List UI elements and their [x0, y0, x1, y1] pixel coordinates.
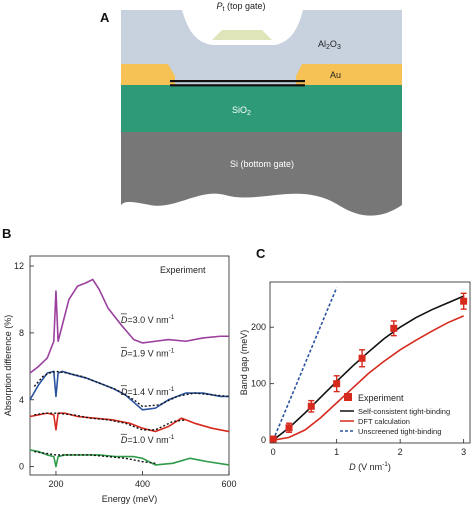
si-label: Si (bottom gate) — [230, 159, 294, 169]
legend-label-2: DFT calculation — [358, 417, 410, 426]
experiment-point-4 — [358, 354, 366, 362]
au-contact-left — [121, 64, 175, 85]
bilayer-graphene-top — [170, 80, 305, 83]
panel-c-plot: 0 1 2 3 0 100 200 D (V nm-1) Band gap (meV) Exper… — [239, 281, 471, 472]
panel-b-label: B — [2, 226, 11, 241]
panel-b-frame — [29, 255, 230, 476]
series-label-1: D=1.9 V nm-1 — [121, 347, 175, 358]
theory-curve-3 — [272, 287, 338, 441]
panel-a-label: A — [100, 10, 110, 25]
y-tick-label-4: 4 — [19, 395, 24, 405]
theory-curve-2 — [273, 315, 464, 441]
c-y-tick-label-100: 100 — [251, 379, 266, 389]
c-y-tick-label-0: 0 — [261, 435, 266, 445]
x-tick-label-400: 400 — [135, 479, 150, 489]
panel-c-label: C — [256, 246, 266, 261]
experiment-point-3 — [333, 380, 341, 388]
sio2-label: SiO2 — [232, 105, 251, 117]
experiment-point-0 — [269, 435, 277, 443]
fit-curve-1 — [34, 412, 186, 431]
y-tick-label-8: 8 — [19, 328, 24, 338]
spectrum-series-3 — [29, 449, 230, 468]
au-label: Au — [330, 70, 341, 80]
x-tick-label-200: 200 — [48, 479, 63, 489]
theory-curve-1 — [272, 295, 464, 441]
au-contact-right — [296, 64, 402, 85]
c-y-axis-label: Band gap (meV) — [239, 330, 249, 396]
c-x-axis-label: D (V nm-1) — [349, 461, 391, 472]
panel-c-frame — [269, 281, 471, 444]
si-bottom-gate-layer — [121, 132, 402, 216]
spectrum-series-2 — [29, 412, 230, 433]
c-x-tick-label-2: 2 — [398, 447, 403, 457]
experiment-annotation: Experiment — [160, 265, 206, 275]
c-x-tick-label-1: 1 — [334, 447, 339, 457]
y-tick-label-0: 0 — [19, 462, 24, 472]
experiment-point-6 — [460, 297, 468, 305]
experiment-point-5 — [390, 324, 398, 332]
legend-label-1: Self-consistent tight-binding — [358, 407, 450, 416]
c-x-tick-label-3: 3 — [461, 447, 466, 457]
series-label-3: D=1.0 V nm-1 — [121, 434, 175, 445]
fit-curve-2 — [34, 450, 156, 464]
experiment-point-1 — [285, 424, 293, 432]
panel-b-plot: 200 400 600 0 4 8 12 Energy (meV) Absorption dif… — [3, 255, 237, 504]
legend-marker-experiment — [344, 393, 352, 401]
c-x-tick-label-0: 0 — [271, 447, 276, 457]
series-label-2: D=1.4 V nm-1 — [121, 386, 175, 397]
al2o3-label: Al2O3 — [318, 39, 341, 51]
c-y-tick-label-200: 200 — [251, 322, 266, 332]
legend-label-experiment: Experiment — [358, 393, 404, 403]
top-gate-label: Pt (top gate) — [217, 1, 266, 13]
experiment-point-2 — [307, 402, 315, 410]
sio2-layer — [121, 85, 402, 132]
bilayer-graphene-bottom — [170, 84, 305, 87]
legend-label-3: Unscreened tight-binding — [358, 427, 441, 436]
x-axis-label: Energy (meV) — [102, 494, 158, 504]
series-label-0: D=3.0 V nm-1 — [121, 314, 175, 325]
x-tick-label-600: 600 — [221, 479, 236, 489]
top-gate — [212, 30, 272, 40]
y-axis-label: Absorption difference (%) — [3, 315, 13, 416]
spectrum-series-0 — [29, 278, 229, 374]
y-tick-label-12: 12 — [14, 261, 24, 271]
